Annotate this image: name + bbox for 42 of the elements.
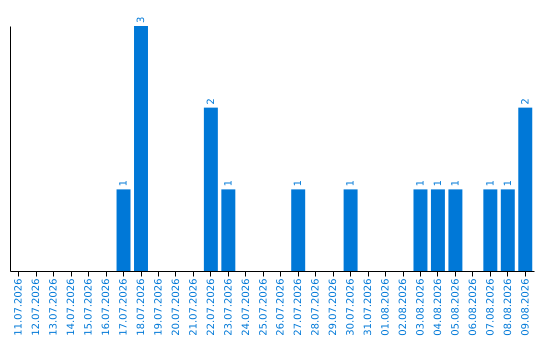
x-tick-label: 31.07.2026 [363, 278, 374, 336]
x-tick-label: 14.07.2026 [66, 278, 78, 336]
data-label: 1 [485, 180, 496, 186]
data-label: 3 [136, 16, 147, 23]
x-tick-label: 28.07.2026 [310, 278, 322, 336]
x-tick-label: 20.07.2026 [170, 278, 182, 336]
data-label: 1 [118, 180, 130, 186]
data-label: 1 [415, 180, 426, 186]
x-tick-label: 01.08.2026 [380, 278, 392, 336]
data-label: 1 [293, 180, 304, 186]
x-tick-label: 03.08.2026 [415, 278, 426, 336]
data-label: 1 [432, 180, 444, 186]
x-tick-label: 02.08.2026 [398, 278, 409, 336]
x-tick-label: 26.07.2026 [276, 278, 287, 336]
x-tick-label: 25.07.2026 [258, 278, 270, 336]
x-tick-label: 16.07.2026 [101, 278, 112, 336]
data-label: 2 [206, 98, 217, 105]
x-tick-label: 04.08.2026 [432, 278, 444, 336]
x-tick-label: 08.08.2026 [502, 278, 514, 336]
x-tick-label: 09.08.2026 [520, 278, 532, 336]
x-tick-label: 29.07.2026 [328, 278, 340, 336]
x-tick-label: 07.08.2026 [485, 278, 496, 336]
x-tick-label: 12.07.2026 [31, 278, 42, 336]
x-tick-label: 05.08.2026 [450, 278, 462, 336]
x-tick-label: 11.07.2026 [14, 278, 25, 336]
x-tick-label: 19.07.2026 [153, 278, 164, 336]
data-label: 1 [346, 180, 357, 186]
x-tick-label: 23.07.2026 [223, 278, 234, 336]
data-label: 2 [520, 98, 532, 105]
x-tick-label: 13.07.2026 [48, 278, 60, 336]
x-tick-label: 18.07.2026 [136, 278, 147, 336]
x-tick-label: 17.07.2026 [118, 278, 130, 336]
x-tick-label: 15.07.2026 [84, 278, 95, 336]
data-label: 1 [450, 180, 462, 186]
x-tick-label: 24.07.2026 [240, 278, 252, 336]
x-tick-label: 06.08.2026 [468, 278, 479, 336]
x-tick-label: 30.07.2026 [346, 278, 357, 336]
data-label: 1 [502, 180, 514, 186]
x-tick-label: 21.07.2026 [188, 278, 200, 336]
x-tick-label: 22.07.2026 [206, 278, 217, 336]
x-tick-label: 27.07.2026 [293, 278, 304, 336]
data-label: 1 [223, 180, 234, 186]
